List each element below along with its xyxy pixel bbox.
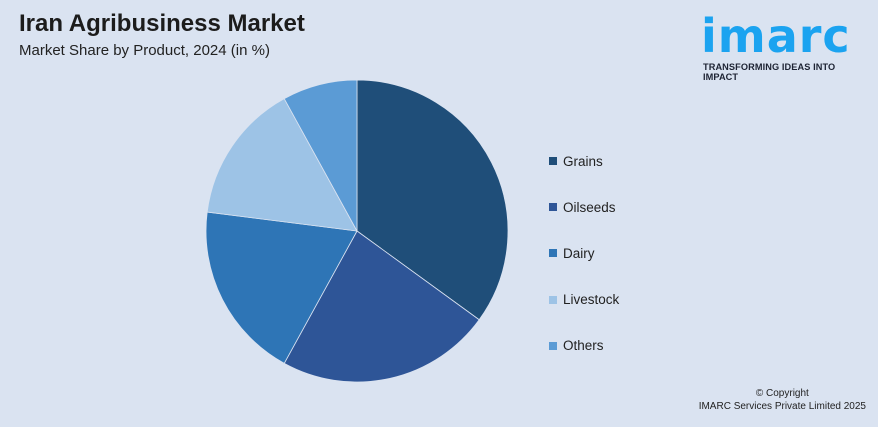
legend-swatch	[549, 157, 557, 166]
legend-label: Grains	[563, 153, 603, 169]
pie-slice-dairy	[205, 211, 358, 364]
legend-swatch	[549, 295, 557, 304]
legend-label: Others	[563, 338, 604, 354]
legend-item-livestock: Livestock	[549, 277, 619, 323]
pie-slice-livestock	[206, 98, 358, 232]
copyright-line-2: IMARC Services Private Limited 2025	[698, 401, 866, 412]
pie-slice-oilseeds	[283, 230, 480, 383]
logo-tagline: TRANSFORMING IDEAS INTO IMPACT	[703, 62, 836, 82]
legend-item-grains: Grains	[549, 138, 619, 184]
legend-label: Dairy	[563, 245, 595, 261]
legend-item-others: Others	[549, 323, 619, 369]
copyright-line-1: © Copyright	[755, 388, 809, 399]
legend-label: Oilseeds	[563, 199, 616, 215]
pie-slice-others	[283, 79, 358, 232]
legend-label: Livestock	[563, 292, 620, 308]
legend-item-dairy: Dairy	[549, 230, 619, 276]
chart-subtitle: Market Share by Product, 2024 (in %)	[19, 42, 270, 59]
legend-swatch	[549, 203, 557, 212]
pie-slice-grains	[356, 79, 509, 321]
logo-wordmark: imarc	[701, 9, 851, 63]
chart-title: Iran Agribusiness Market	[19, 10, 305, 37]
legend-swatch	[549, 341, 557, 350]
copyright: © Copyright IMARC Services Private Limit…	[699, 387, 866, 413]
legend: Grains Oilseeds Dairy Livestock Others	[549, 138, 619, 369]
legend-item-oilseeds: Oilseeds	[549, 184, 619, 230]
legend-swatch	[549, 249, 557, 258]
imarc-logo: imarc TRANSFORMING IDEAS INTO IMPACT	[701, 8, 873, 82]
